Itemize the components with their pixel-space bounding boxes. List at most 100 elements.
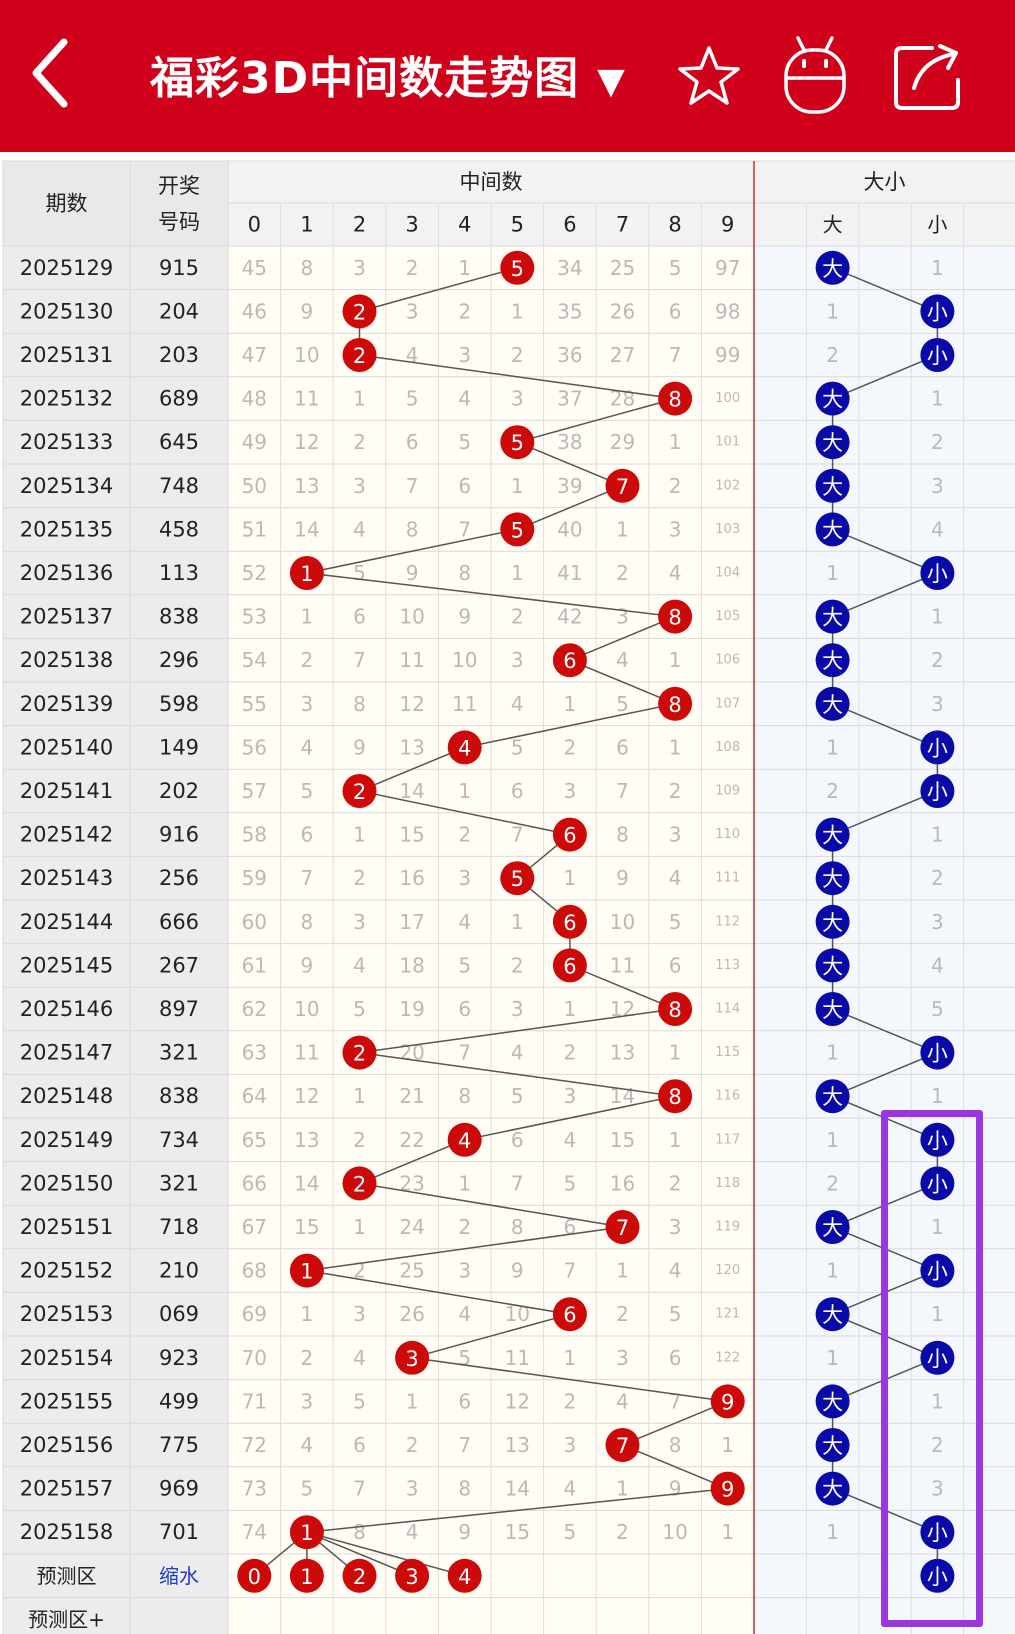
- omission-cell: 3: [458, 1259, 471, 1283]
- small-ball-label: 小: [927, 562, 948, 586]
- omission-cell: 17: [399, 910, 424, 934]
- big-ball: [815, 1297, 850, 1332]
- omission-cell: 6: [669, 299, 682, 323]
- omission-cell: 3: [353, 1302, 366, 1326]
- draw-cell: 838: [159, 1084, 199, 1108]
- robot-icon[interactable]: [780, 34, 850, 116]
- draw-cell: 838: [159, 605, 199, 629]
- omission-cell: 3: [353, 910, 366, 934]
- omission-cell: 120: [715, 1263, 740, 1278]
- digit-header: 7: [616, 213, 629, 237]
- omission-cell: 1: [458, 779, 471, 803]
- omission-cell: 5: [511, 1084, 524, 1108]
- middle-group-header: 中间数: [460, 170, 523, 194]
- omission-cell: 18: [399, 953, 424, 977]
- omission-cell: 2: [564, 1389, 577, 1413]
- small-ball-label: 小: [927, 1129, 948, 1153]
- omission-cell: 1: [511, 561, 524, 585]
- omission-cell: 39: [557, 474, 582, 498]
- size-omission-cell: 1: [826, 561, 839, 585]
- omission-cell: 71: [242, 1389, 267, 1413]
- omission-cell: 12: [399, 692, 424, 716]
- omission-cell: 13: [505, 1433, 530, 1457]
- middle-ball-label: 4: [458, 736, 471, 760]
- big-ball: [815, 948, 850, 983]
- back-chevron-icon[interactable]: [28, 38, 72, 108]
- middle-ball: [500, 425, 535, 460]
- big-ball-label: 大: [822, 518, 843, 542]
- period-header: 期数: [46, 192, 88, 216]
- draw-cell: 645: [159, 430, 199, 454]
- header-left-bg: [3, 161, 228, 246]
- omission-cell: 27: [610, 343, 635, 367]
- omission-cell: 1: [721, 1433, 734, 1457]
- digit-header: 6: [563, 213, 576, 237]
- omission-cell: 103: [715, 522, 740, 537]
- middle-ball-label: 6: [563, 824, 576, 848]
- period-cell: 2025157: [20, 1477, 114, 1501]
- big-ball-label: 大: [822, 475, 843, 499]
- period-cell: 2025158: [20, 1520, 114, 1544]
- omission-cell: 6: [669, 953, 682, 977]
- omission-cell: 8: [511, 1215, 524, 1239]
- omission-cell: 48: [242, 387, 267, 411]
- digit-header: 5: [511, 213, 524, 237]
- omission-cell: 5: [458, 430, 471, 454]
- omission-cell: 9: [616, 866, 629, 890]
- middle-ball: [289, 556, 324, 590]
- draw-cell: 113: [159, 561, 199, 585]
- omission-cell: 1: [564, 692, 577, 716]
- big-ball: [815, 599, 850, 634]
- omission-cell: 3: [564, 1433, 577, 1457]
- small-ball: [920, 1122, 955, 1157]
- middle-ball: [289, 1253, 324, 1288]
- omission-cell: 99: [715, 343, 740, 367]
- omission-cell: 3: [669, 1215, 682, 1239]
- middle-ball-label: 6: [563, 649, 576, 673]
- share-icon[interactable]: [892, 40, 968, 112]
- omission-cell: 5: [353, 561, 366, 585]
- forecast-line: [306, 1531, 465, 1577]
- omission-cell: 62: [242, 997, 267, 1021]
- omission-cell: 65: [242, 1128, 267, 1152]
- omission-cell: 5: [458, 953, 471, 977]
- omission-cell: 10: [294, 997, 319, 1021]
- size-omission-cell: 1: [931, 256, 944, 280]
- small-ball: [920, 294, 955, 329]
- omission-cell: 1: [616, 517, 629, 541]
- period-cell: 2025131: [20, 343, 114, 367]
- middle-ball: [289, 1515, 324, 1550]
- star-icon[interactable]: [676, 44, 742, 108]
- middle-ball-label: 8: [668, 1085, 681, 1109]
- small-ball-label: 小: [927, 736, 948, 760]
- omission-cell: 8: [353, 1520, 366, 1544]
- size-header: 小: [927, 213, 947, 237]
- forecast-size-ball: [920, 1558, 955, 1593]
- forecast-ball: [395, 1558, 430, 1593]
- omission-cell: 100: [715, 391, 740, 406]
- middle-ball: [447, 1122, 482, 1157]
- page-title[interactable]: 福彩3D中间数走势图 ▼: [150, 42, 626, 106]
- omission-cell: 1: [669, 1128, 682, 1152]
- omission-cell: 6: [301, 823, 314, 847]
- big-ball: [815, 1210, 850, 1244]
- omission-cell: 5: [353, 1389, 366, 1413]
- digit-header: 8: [668, 213, 681, 237]
- big-ball: [815, 643, 850, 678]
- omission-cell: 16: [399, 866, 424, 890]
- omission-cell: 7: [406, 474, 419, 498]
- omission-cell: 2: [564, 1041, 577, 1065]
- omission-cell: 5: [406, 387, 419, 411]
- triangle-down-icon[interactable]: ▼: [597, 61, 626, 102]
- digit-header: 3: [405, 213, 418, 237]
- digit-header: 9: [721, 213, 734, 237]
- size-omission-cell: 2: [931, 648, 944, 672]
- period-cell: 2025145: [20, 953, 114, 977]
- omission-cell: 2: [301, 648, 314, 672]
- size-omission-cell: 2: [826, 1171, 839, 1195]
- middle-ball-label: 9: [721, 1390, 734, 1414]
- omission-cell: 6: [458, 997, 471, 1021]
- omission-cell: 2: [669, 779, 682, 803]
- omission-cell: 8: [669, 1433, 682, 1457]
- omission-cell: 15: [294, 1215, 319, 1239]
